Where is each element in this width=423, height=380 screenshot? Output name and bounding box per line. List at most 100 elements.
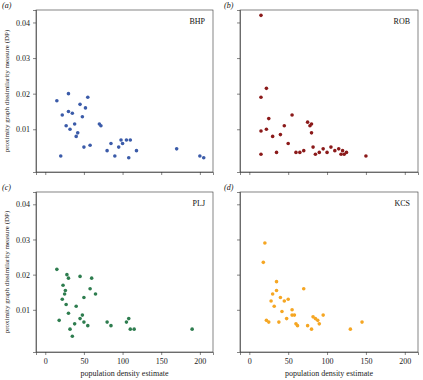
point — [267, 320, 271, 324]
point — [88, 143, 92, 147]
x-tick-mark — [405, 172, 406, 175]
x-tick-mark — [249, 172, 250, 175]
y-tick-label: 0.04 — [16, 19, 30, 28]
point — [68, 127, 72, 131]
y-tick-label: 0.02 — [16, 271, 30, 280]
point — [283, 299, 287, 303]
point — [121, 142, 125, 146]
panel: 050100150200KCS(d)population density est… — [224, 183, 419, 378]
point — [272, 304, 276, 308]
y-axis-line — [33, 193, 37, 353]
figure: 0.010.020.030.04BHP(a)proximity graph di… — [0, 0, 423, 380]
panel-tag: (a) — [2, 1, 12, 10]
y-tick-label: 0.03 — [16, 236, 30, 245]
y-tick — [237, 275, 240, 276]
x-axis-line — [37, 173, 214, 176]
x-tick-mark — [161, 172, 162, 175]
point — [125, 320, 129, 324]
point — [73, 122, 77, 126]
y-tick-mark — [33, 129, 36, 130]
panel: 0.010.020.030.04BHP(a)proximity graph di… — [2, 1, 214, 175]
x-tick-label: 150 — [156, 357, 168, 366]
y-tick-mark — [237, 22, 240, 23]
y-tick — [237, 239, 240, 240]
x-tick-mark — [84, 172, 85, 175]
y-tick-mark — [33, 94, 36, 95]
x-tick — [288, 172, 289, 175]
point — [82, 145, 86, 149]
point — [298, 151, 302, 155]
x-tick: 200 — [399, 352, 411, 366]
point — [360, 320, 364, 324]
x-tick-mark — [84, 352, 85, 355]
panel-title: PLJ — [193, 199, 205, 208]
point — [285, 317, 289, 321]
x-tick — [161, 172, 162, 175]
point — [59, 154, 63, 158]
panel-tag: (b) — [224, 1, 234, 10]
y-tick-mark — [237, 129, 240, 130]
point — [280, 310, 284, 314]
point — [81, 115, 85, 119]
x-tick: 100 — [322, 352, 334, 366]
point — [125, 138, 129, 142]
point — [337, 147, 341, 151]
y-axis-title: proximity graph dissimilarity measure (D… — [3, 210, 11, 333]
x-axis-line — [241, 353, 419, 356]
x-axis-title: population density estimate — [285, 369, 373, 378]
y-tick — [237, 129, 240, 130]
point — [339, 152, 343, 156]
y-tick-mark — [237, 94, 240, 95]
x-tick-label: 100 — [322, 357, 334, 366]
point — [271, 135, 275, 139]
x-tick-mark — [327, 352, 328, 355]
y-tick-label: 0.01 — [16, 306, 30, 315]
point — [84, 106, 88, 110]
panel-tag: (c) — [2, 183, 11, 192]
y-tick: 0.03 — [16, 236, 36, 245]
point — [63, 292, 67, 296]
y-axis: 0.010.020.030.04 — [16, 11, 37, 173]
x-tick: 150 — [360, 352, 372, 366]
point — [198, 154, 202, 158]
point — [310, 327, 314, 331]
point — [132, 327, 136, 331]
x-tick-mark — [327, 172, 328, 175]
point — [311, 145, 315, 149]
point — [78, 275, 82, 279]
panel-title: ROB — [394, 17, 410, 26]
y-tick: 0.04 — [16, 200, 36, 209]
point — [78, 317, 82, 321]
y-tick: 0.01 — [16, 306, 36, 315]
point — [86, 95, 90, 99]
panel: ROB (b) — [224, 1, 419, 175]
point — [190, 327, 194, 331]
x-tick — [84, 172, 85, 175]
panel: 0501001502000.010.020.030.04PLJ(c)popula… — [2, 183, 214, 378]
point — [275, 151, 279, 155]
point — [269, 299, 273, 303]
point — [290, 308, 294, 312]
point — [81, 313, 85, 317]
point — [321, 147, 325, 151]
point — [306, 324, 310, 328]
point — [119, 138, 123, 142]
point — [94, 292, 98, 296]
x-tick-mark — [366, 172, 367, 175]
point — [302, 149, 306, 153]
point — [329, 145, 333, 149]
y-tick-mark — [237, 58, 240, 59]
plot-frame — [240, 10, 418, 172]
plot-frame — [36, 192, 213, 352]
x-tick-mark — [161, 352, 162, 355]
point — [65, 273, 69, 277]
y-tick — [237, 94, 240, 95]
point — [57, 319, 61, 323]
x-tick-label: 50 — [285, 357, 293, 366]
y-tick-label: 0.04 — [16, 200, 30, 209]
point — [55, 99, 59, 103]
point — [135, 149, 139, 153]
point — [82, 296, 86, 300]
point — [279, 133, 283, 137]
x-tick — [366, 172, 367, 175]
